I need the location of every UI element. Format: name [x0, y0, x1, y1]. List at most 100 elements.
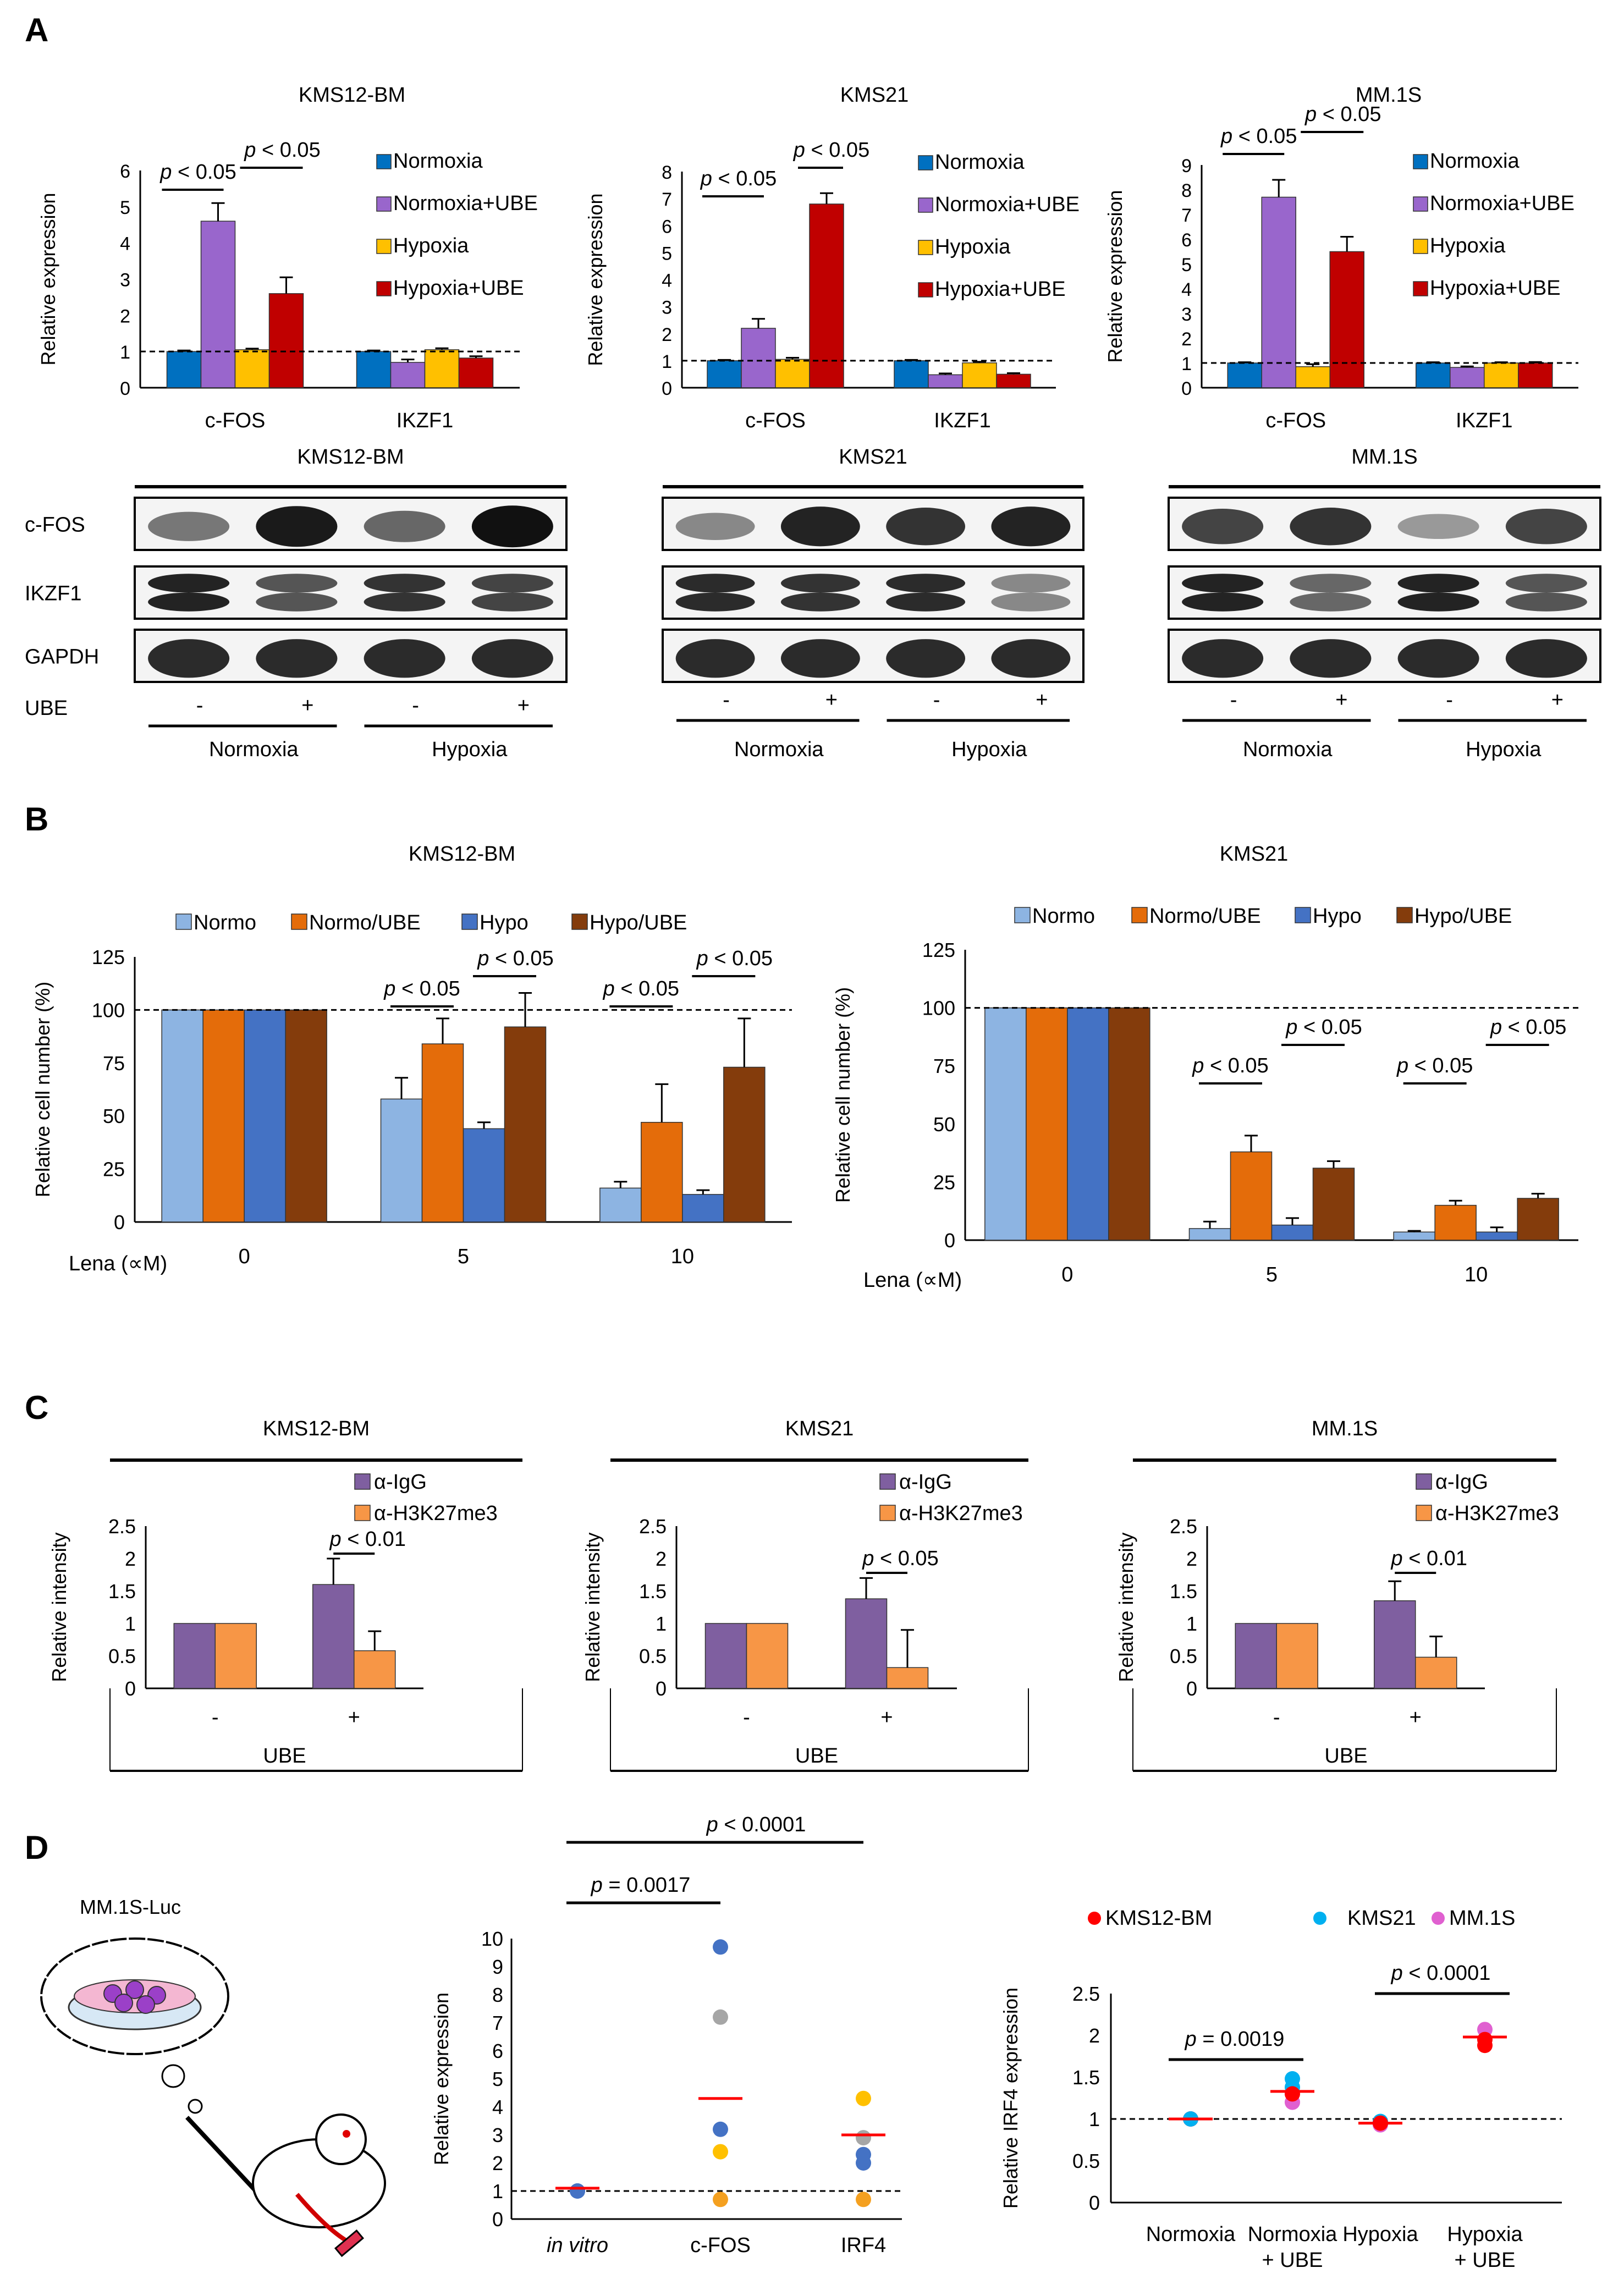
- p-value: p < 0.05: [1490, 1016, 1566, 1039]
- legend-label: Normoxia+UBE: [935, 193, 1080, 216]
- p-symbol: p: [1304, 103, 1317, 126]
- blot-title: KMS12-BM: [297, 445, 404, 469]
- x-category-label: +: [880, 1706, 893, 1729]
- x-category-label: 10: [671, 1245, 694, 1268]
- band: [1505, 639, 1587, 678]
- bar: [285, 1009, 327, 1223]
- p-symbol: p: [700, 167, 712, 190]
- y-tick-label: 4: [1181, 279, 1192, 300]
- band: [256, 639, 338, 678]
- p-value: p < 0.0001: [1391, 1962, 1491, 1985]
- legend-label: Normoxia: [393, 150, 483, 173]
- p-symbol: p: [159, 161, 172, 184]
- y-tick-label: 75: [933, 1055, 955, 1077]
- x-category-label: IRF4: [841, 2234, 886, 2257]
- chart-title: KMS21: [840, 84, 909, 107]
- legend-swatch: [879, 1505, 896, 1521]
- blot-row-label: c-FOS: [25, 514, 85, 537]
- treatment-sign: +: [825, 689, 838, 712]
- blot-lane: [256, 574, 338, 612]
- y-tick-label: 1.5: [1072, 2066, 1100, 2089]
- legend-label: Normoxia: [1430, 150, 1520, 173]
- bar: [504, 1026, 547, 1223]
- blot-lane: [780, 574, 860, 612]
- legend-swatch: [1413, 239, 1428, 254]
- p-rest: < 0.05: [805, 139, 869, 162]
- bar: [166, 351, 202, 388]
- syringe-icon: [185, 2116, 266, 2201]
- legend-label: Normo/UBE: [1149, 905, 1261, 928]
- band: [675, 513, 755, 540]
- y-tick-label: 1: [492, 2180, 503, 2203]
- p-rest: < 0.01: [1403, 1547, 1467, 1570]
- legend-label: KMS12-BM: [1105, 1907, 1212, 1930]
- legend-label: Normo: [194, 911, 256, 934]
- y-tick-label: 8: [1181, 180, 1192, 201]
- p-symbol: p: [1391, 1547, 1403, 1570]
- y-tick-label: 4: [492, 2096, 503, 2118]
- x-category-label-line2: + UBE: [1455, 2249, 1516, 2272]
- legend-label: α-IgG: [1435, 1471, 1488, 1494]
- y-tick-label: 3: [662, 298, 672, 318]
- y-axis-title: Relative intensity: [48, 1532, 70, 1682]
- blot-lane: [471, 639, 553, 678]
- y-tick-label: 5: [1181, 255, 1192, 276]
- legend-label: α-H3K27me3: [1435, 1502, 1559, 1525]
- legend-label: α-H3K27me3: [899, 1502, 1023, 1525]
- chart-title: KMS12-BM: [409, 843, 515, 866]
- legend-swatch: [376, 154, 392, 169]
- bar: [886, 1667, 929, 1689]
- bar: [723, 1066, 766, 1223]
- bar: [1261, 196, 1296, 388]
- bar: [809, 203, 844, 388]
- data-point: [713, 1939, 728, 1955]
- y-tick-label: 0: [1181, 378, 1192, 399]
- legend-swatch: [918, 240, 933, 255]
- group-label: Normoxia: [734, 738, 824, 761]
- thought-bubble: [188, 2099, 203, 2114]
- band: [148, 511, 230, 541]
- y-tick-label: 6: [1181, 230, 1192, 251]
- legend-label: Hypoxia+UBE: [1430, 277, 1561, 300]
- y-tick-label: 9: [492, 1956, 503, 1978]
- y-tick-label: 100: [92, 999, 125, 1021]
- data-point: [1285, 2086, 1300, 2102]
- legend-marker: [1313, 1912, 1326, 1925]
- p-value: p < 0.05: [603, 977, 679, 1000]
- x-category-label: c-FOS: [745, 409, 806, 432]
- y-tick-label: 0: [656, 1677, 667, 1700]
- p-rest: < 0.05: [1502, 1016, 1566, 1039]
- p-symbol: p: [603, 977, 615, 1000]
- band: [780, 639, 860, 678]
- y-tick-label: 2: [120, 306, 130, 327]
- group-label: Normoxia: [1243, 738, 1333, 761]
- y-tick-label: 0.5: [1072, 2150, 1100, 2172]
- chart-title: MM.1S: [1356, 84, 1422, 107]
- y-tick-label: 4: [120, 234, 130, 255]
- y-tick-label: 0.5: [639, 1645, 667, 1667]
- bar: [268, 293, 304, 388]
- blot-lane: [471, 574, 553, 612]
- bar: [962, 362, 997, 388]
- legend-label: α-IgG: [899, 1471, 952, 1494]
- band: [1397, 574, 1479, 593]
- y-tick-label: 1: [656, 1612, 667, 1635]
- bar: [1227, 362, 1262, 388]
- y-tick-label: 50: [103, 1105, 125, 1127]
- y-tick-label: 0: [944, 1229, 955, 1252]
- bar: [845, 1598, 888, 1689]
- blot-lane: [991, 639, 1071, 678]
- blot-lane: [1505, 508, 1587, 544]
- p-rest: < 0.05: [1297, 1016, 1362, 1039]
- y-axis-title: Relative cell number (%): [31, 982, 54, 1197]
- x-category-label: c-FOS: [690, 2234, 751, 2257]
- legend-swatch: [879, 1473, 896, 1490]
- y-tick-label: 0: [120, 378, 130, 399]
- y-tick-label: 5: [492, 2068, 503, 2090]
- panel-label-b: B: [25, 801, 48, 838]
- p-rest: < 0.05: [256, 139, 320, 162]
- p-value-2: p < 0.05: [793, 139, 869, 162]
- bar: [1434, 1204, 1477, 1241]
- chart-title: KMS12-BM: [299, 84, 405, 107]
- thought-bubble: [161, 2064, 185, 2088]
